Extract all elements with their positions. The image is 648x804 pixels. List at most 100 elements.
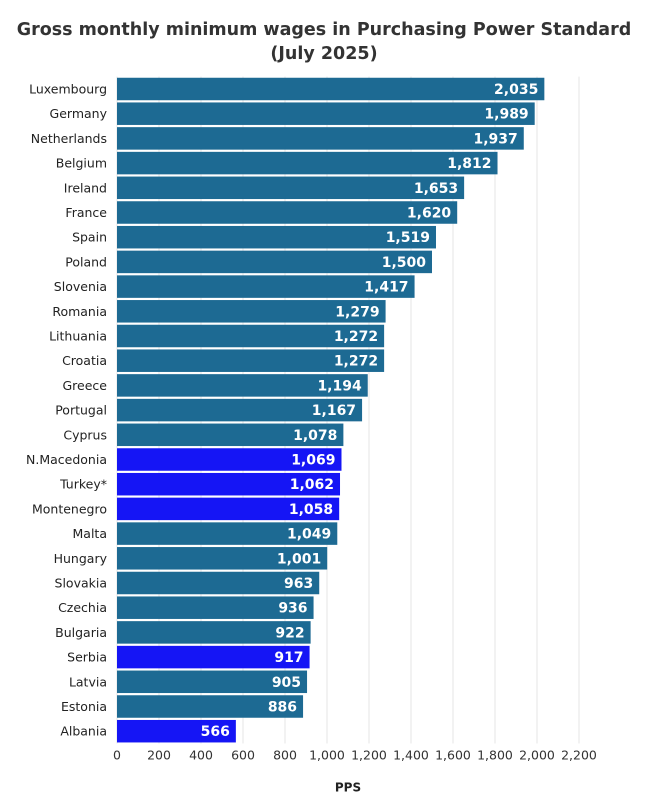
category-label: Slovakia [55,576,107,591]
bar-bulgaria [117,621,311,644]
x-tick-label: 800 [273,748,297,763]
value-label: 1,069 [291,453,335,469]
bar-ireland [117,176,465,200]
bar-montenegro [117,497,340,521]
bar-portugal [117,398,363,422]
value-label: 1,049 [287,527,331,543]
bar-spain [117,225,436,249]
value-label: 1,194 [317,378,362,394]
bar-cyprus [117,423,344,447]
bar-slovenia [117,275,415,298]
category-label: Romania [52,304,107,319]
bar-slovakia [117,571,320,595]
bar-germany [117,102,535,125]
chart-title: Gross monthly minimum wages in Purchasin… [0,18,648,66]
value-label: 1,272 [334,354,378,370]
category-label: France [65,205,107,220]
value-label: 1,812 [447,156,491,172]
value-label: 1,062 [290,477,334,493]
bar-greece [117,374,368,397]
value-label: 922 [275,625,304,641]
bar-romania [117,300,386,323]
value-label: 1,078 [293,428,337,444]
x-tick-label: 600 [231,748,255,763]
value-label: 1,620 [407,206,452,222]
chart-title-line-1: Gross monthly minimum wages in Purchasin… [16,20,632,40]
value-label: 905 [272,675,301,691]
bar-netherlands [117,127,524,150]
value-label: 1,279 [335,304,379,320]
bar-estonia [117,695,304,718]
x-tick-label: 1,800 [477,748,513,763]
x-tick-label: 400 [189,748,213,763]
x-tick-label: 1,600 [435,748,471,763]
value-label: 1,272 [334,329,378,345]
category-label: Poland [65,254,107,269]
category-label: Turkey* [59,477,107,492]
category-label: Latvia [69,674,107,689]
category-label: Belgium [56,156,107,171]
bar-turkey [117,472,341,496]
value-label: 886 [268,700,297,716]
x-tick-label: 200 [147,748,171,763]
bar-belgium [117,151,498,175]
value-label: 917 [274,650,303,666]
value-label: 1,058 [289,502,333,518]
category-label: Czechia [58,600,107,615]
category-label: Greece [63,378,108,393]
x-tick-label: 0 [113,748,121,763]
x-tick-label: 2,200 [561,748,597,763]
category-label: Portugal [55,403,107,418]
x-tick-label: 1,000 [309,748,345,763]
category-label: Cyprus [63,427,107,442]
x-axis-ticks: 0 200 400 600 800 1,000 1,200 1,400 1,600 1,800 2,… [113,748,597,763]
x-tick-label: 2,000 [519,748,555,763]
value-label: 1,417 [364,280,408,296]
bar-serbia [117,645,310,669]
category-label: Luxembourg [29,82,107,97]
bar-latvia [117,670,308,694]
bar-hungary [117,547,328,570]
x-tick-label: 1,400 [393,748,429,763]
category-label: Lithuania [49,329,107,344]
category-label: Albania [60,724,107,739]
bar-croatia [117,349,385,372]
x-axis-title: PPS [335,781,361,795]
value-label: 936 [278,601,307,617]
bar-czechia [117,596,314,619]
bars: 2,035 1,989 1,937 1,812 1,653 1,620 1,519 1,500… [117,77,545,743]
category-label: Serbia [67,650,107,665]
category-label: Bulgaria [55,625,107,640]
value-label: 1,937 [473,131,517,147]
category-label: Germany [50,106,108,121]
bar-luxembourg [117,77,545,101]
value-label: 1,167 [312,403,356,419]
bar-france [117,201,458,224]
category-label: Hungary [54,551,108,566]
category-label: Croatia [62,353,107,368]
value-label: 2,035 [494,82,538,98]
bar-lithuania [117,324,385,348]
bar-n-macedonia [117,448,342,471]
category-label: Estonia [61,699,107,714]
value-label: 963 [284,576,313,592]
bar-albania [117,719,236,743]
category-label: Montenegro [32,501,107,516]
category-label: N.Macedonia [26,452,107,467]
bar-poland [117,250,432,274]
category-label: Ireland [64,180,107,195]
category-label: Spain [72,230,107,245]
value-label: 1,989 [484,107,528,123]
bar-malta [117,522,338,545]
value-label: 1,519 [386,230,430,246]
value-label: 566 [201,724,230,740]
category-labels: Luxembourg Germany Netherlands Belgium Irela… [26,82,108,739]
value-label: 1,653 [414,181,458,197]
x-tick-label: 1,200 [351,748,387,763]
value-label: 1,500 [382,255,427,271]
chart-title-line-2: (July 2025) [270,44,378,64]
category-label: Slovenia [54,279,107,294]
category-label: Netherlands [31,131,107,146]
